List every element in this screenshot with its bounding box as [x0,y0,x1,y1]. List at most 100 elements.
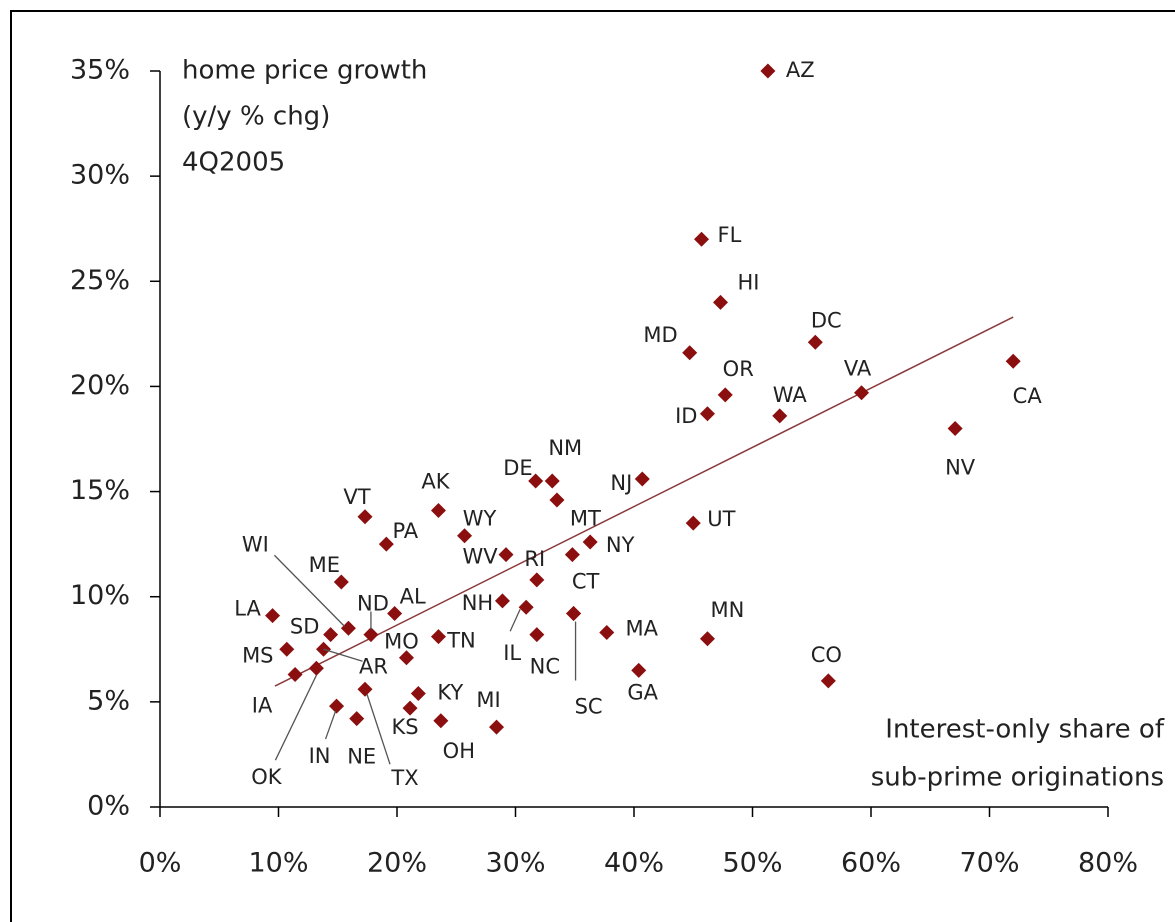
point [699,631,715,647]
point [528,473,544,489]
point [333,574,349,590]
point-label: WI [242,532,269,556]
point [410,685,426,701]
point [544,473,560,489]
point-label: VT [343,485,370,509]
point-label: TN [446,629,476,653]
point [378,536,394,552]
point [387,606,403,622]
point-label: MS [242,643,273,667]
point [357,509,373,525]
point-label: AZ [786,58,815,82]
y-tick-label: 35% [70,55,130,86]
point-label: OR [723,357,754,381]
point [287,667,303,683]
x-tick-label: 70% [959,848,1019,879]
x-tick-label: 50% [722,848,782,879]
point [398,650,414,666]
point-label: TX [390,766,418,790]
point [340,620,356,636]
point [634,471,650,487]
point-label: NH [462,591,494,615]
x-tick-label: 40% [604,848,664,879]
point-label: NE [347,745,376,769]
leader-line [509,608,521,632]
x-axis-label: sub-prime originations [871,763,1164,793]
point-label: MN [711,598,745,622]
point [947,420,963,436]
point [807,334,823,350]
point [498,547,514,563]
point-label: NC [530,655,560,679]
point [772,408,788,424]
point [582,534,598,550]
point [357,681,373,697]
point [699,406,715,422]
point-label: NJ [610,471,632,495]
point-label: MD [643,323,677,347]
chart-title: 4Q2005 [182,148,285,178]
point [854,385,870,401]
point [820,673,836,689]
point [430,502,446,518]
point-label: LA [234,597,261,621]
trendline [274,316,1014,687]
point [489,719,505,735]
leader-line [366,694,391,765]
point-label: OK [251,765,283,789]
leader-line [273,554,345,627]
x-tick-label: 10% [248,848,308,879]
point-label: WY [463,507,497,531]
point [430,629,446,645]
point [685,515,701,531]
point-label: CT [572,570,600,594]
x-tick-label: 30% [485,848,545,879]
point-label: WA [773,383,808,407]
x-tick-label: 80% [1078,848,1138,879]
point [349,711,365,727]
point-label: AR [359,654,388,678]
point-label: HI [738,270,760,294]
point [564,547,580,563]
chart-title: (y/y % chg) [182,102,330,132]
y-tick-label: 25% [70,265,130,296]
point-label: OH [443,739,475,763]
x-tick-label: 60% [841,848,901,879]
point [599,624,615,640]
point-label: NM [548,436,582,460]
point [529,572,545,588]
point-label: KS [391,715,418,739]
point-label: IL [503,641,521,665]
point-label: SD [290,615,320,639]
y-tick-label: 5% [87,685,130,716]
x-tick-label: 20% [367,848,427,879]
point-label: ID [675,404,697,428]
point-label: CA [1013,384,1043,408]
point [279,641,295,657]
point [308,660,324,676]
point-label: NV [945,455,976,479]
point [694,231,710,247]
point-label: DE [503,456,532,480]
y-tick-label: 10% [70,580,130,611]
point-label: ME [309,553,340,577]
point-label: ND [357,592,389,616]
point-label: KY [437,680,463,704]
point [518,599,534,615]
point [323,627,339,643]
point-label: RI [524,547,545,571]
point-label: WV [462,545,498,569]
point-label: PA [392,519,418,543]
point-label: SC [575,695,603,719]
leader-line [323,648,363,662]
point-label: DC [811,308,842,332]
chart-title: home price growth [182,56,427,86]
point [402,700,418,716]
point-label: CO [811,643,842,667]
y-tick-label: 30% [70,160,130,191]
point-label: IA [252,694,273,718]
point [433,713,449,729]
y-tick-label: 0% [87,791,130,822]
point [631,662,647,678]
point [529,627,545,643]
